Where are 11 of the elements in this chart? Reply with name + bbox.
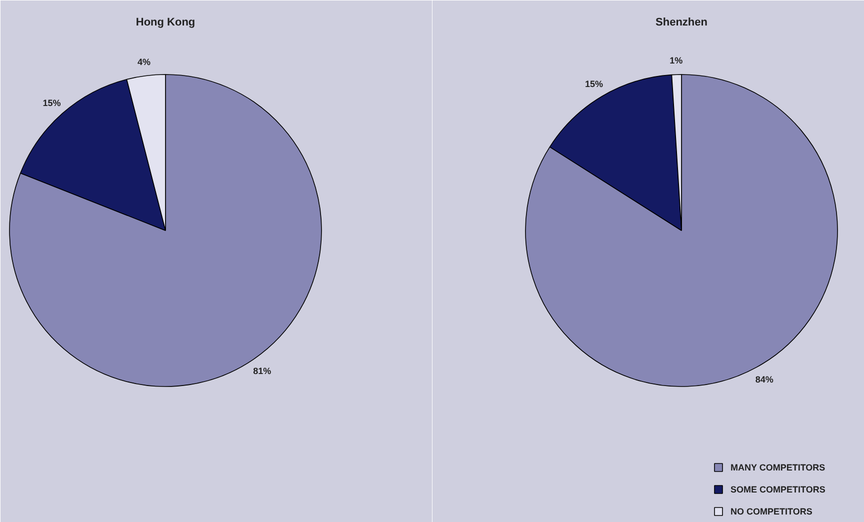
legend-label: MANY COMPETITORS — [730, 462, 826, 472]
chart-title: Shenzhen — [656, 16, 708, 28]
legend-label: SOME COMPETITORS — [730, 484, 826, 494]
data-label: 15% — [42, 98, 61, 108]
data-label: 84% — [755, 374, 774, 384]
chart-title: Hong Kong — [136, 16, 196, 28]
data-label: 15% — [584, 79, 603, 90]
data-label: 1% — [670, 56, 683, 66]
data-label: 81% — [253, 366, 272, 376]
legend-label: NO COMPETITORS — [730, 506, 812, 516]
data-label: 4% — [137, 56, 150, 67]
